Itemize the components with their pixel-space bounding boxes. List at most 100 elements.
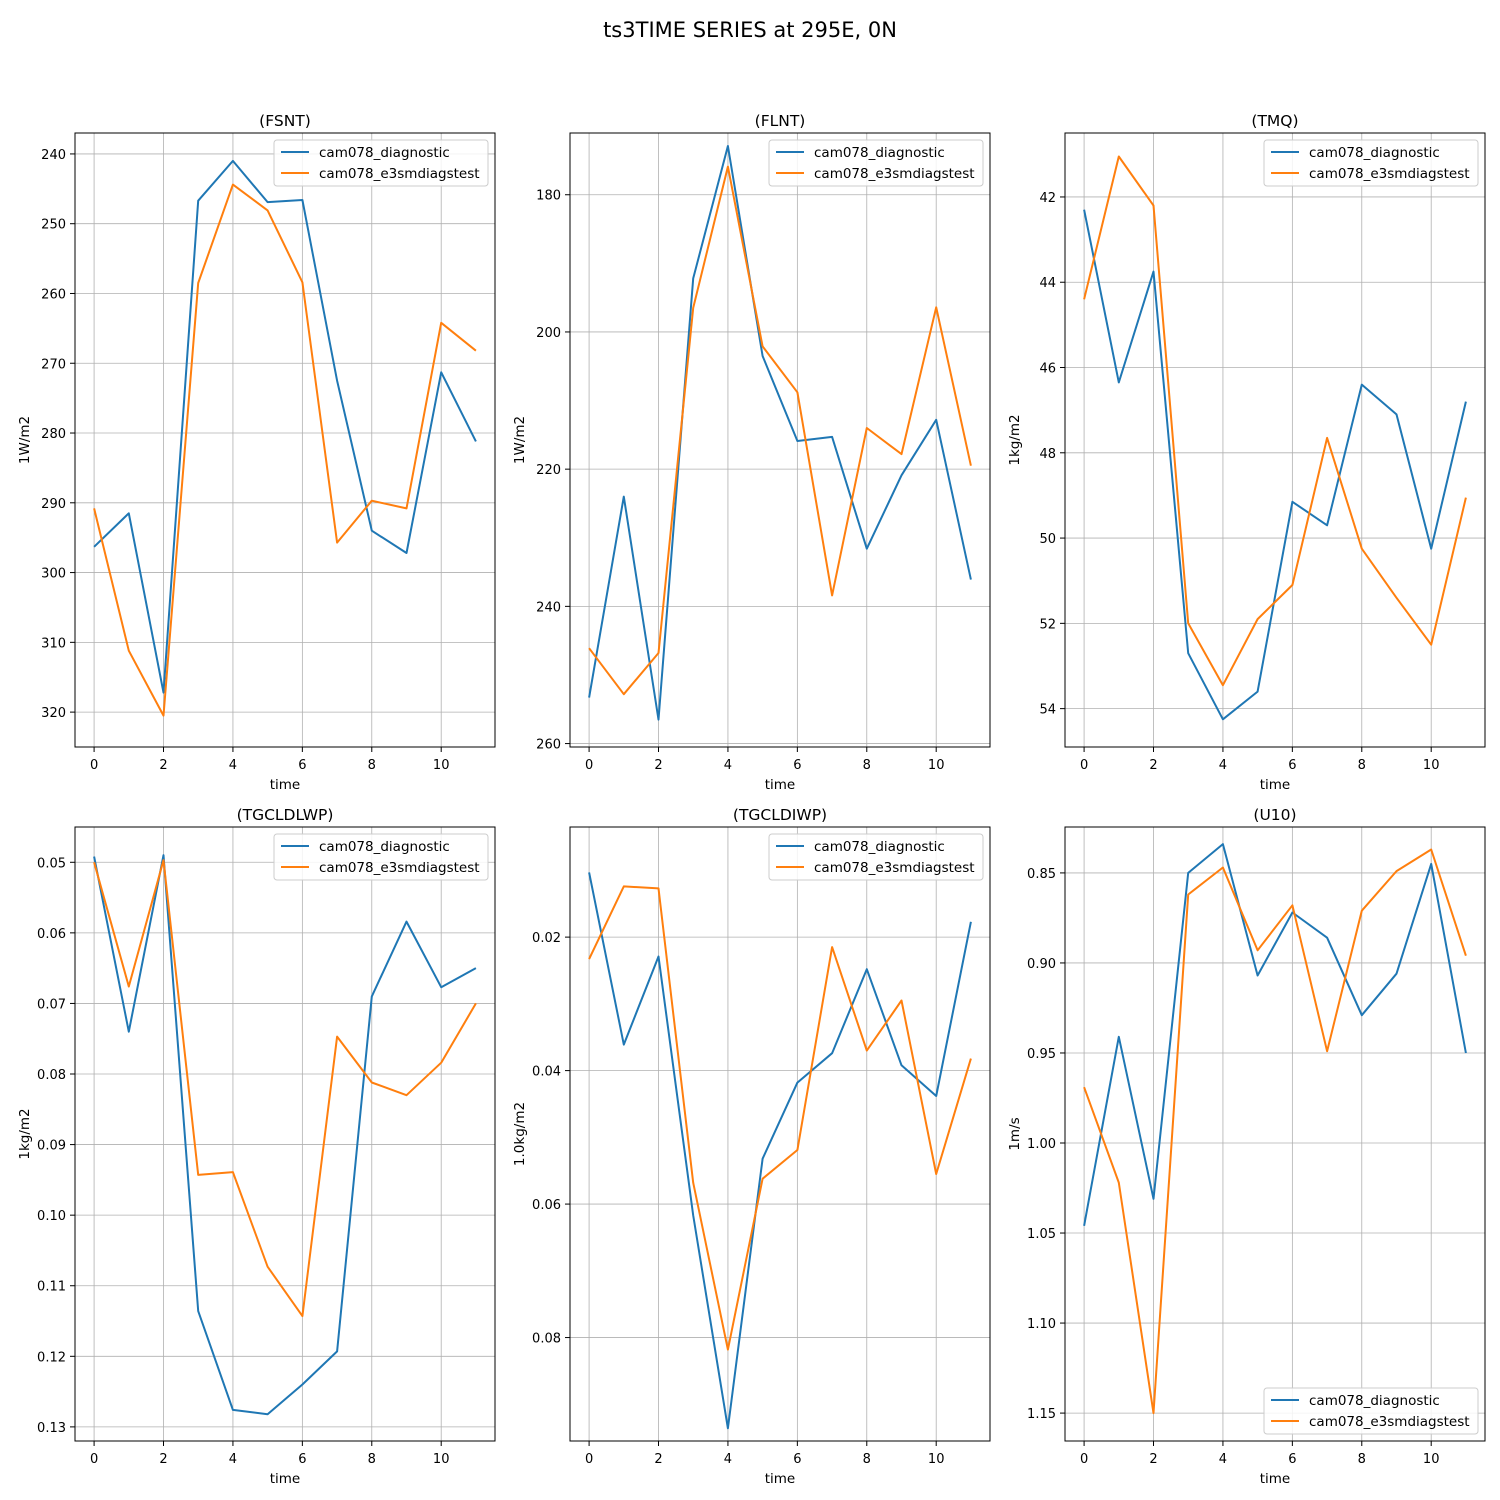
legend-label: cam078_diagnostic xyxy=(814,839,945,855)
y-tick-label: 260 xyxy=(536,738,561,753)
y-tick-label: 240 xyxy=(41,148,66,163)
x-tick-label: 8 xyxy=(1358,758,1366,773)
y-tick-label: 0.13 xyxy=(37,1421,66,1436)
x-tick-label: 4 xyxy=(229,1452,237,1467)
y-axis-label: 1kg/m2 xyxy=(1007,414,1023,465)
x-tick-label: 6 xyxy=(298,758,306,773)
x-tick-label: 4 xyxy=(1219,758,1227,773)
axes-frame xyxy=(569,132,991,748)
figure-suptitle: ts3TIME SERIES at 295E, 0N xyxy=(603,18,897,42)
x-tick-label: 4 xyxy=(724,758,732,773)
series-line-cam078_diagnostic xyxy=(93,159,477,694)
y-tick-label: 0.08 xyxy=(532,1332,561,1347)
x-tick-label: 6 xyxy=(793,1452,801,1467)
x-tick-label: 10 xyxy=(928,758,945,773)
y-tick-label: 42 xyxy=(1039,191,1056,206)
subplot-3: 0 2 4 6 8 1042444648505254(TMQ)time1kg/m2cam0… xyxy=(1007,112,1486,793)
subplot-1: 0 2 4 6 8 10 240 250 260 270 280 290 300 310 320 (FSNT)… xyxy=(17,112,496,793)
x-tick-label: 8 xyxy=(863,1452,871,1467)
subplot-title: (TGCLDIWP) xyxy=(733,806,827,824)
y-tick-label: 54 xyxy=(1039,703,1056,718)
x-tick-label: 2 xyxy=(1149,758,1157,773)
y-tick-label: 1.10 xyxy=(1027,1317,1056,1332)
axes-frame xyxy=(74,826,496,1442)
x-tick-label: 2 xyxy=(654,758,662,773)
x-axis-label: time xyxy=(1260,1471,1291,1487)
series-line-cam078_e3smdiagstest xyxy=(1083,848,1467,1415)
y-tick-label: 0.04 xyxy=(532,1065,561,1080)
x-tick-label: 10 xyxy=(1423,1452,1440,1467)
axes-frame xyxy=(1064,826,1486,1442)
x-tick-label: 4 xyxy=(229,758,237,773)
y-axis-label: 1.0kg/m2 xyxy=(512,1102,528,1166)
y-axis-label: 1W/m2 xyxy=(512,416,528,464)
x-tick-label: 6 xyxy=(1288,1452,1296,1467)
x-axis-label: time xyxy=(765,1471,796,1487)
subplot-title: (FLNT) xyxy=(755,112,806,130)
legend-label: cam078_e3smdiagstest xyxy=(1309,1414,1470,1430)
y-tick-label: 0.90 xyxy=(1027,957,1056,972)
legend-label: cam078_e3smdiagstest xyxy=(814,860,975,876)
y-tick-label: 44 xyxy=(1039,276,1056,291)
legend-label: cam078_diagnostic xyxy=(1309,1393,1440,1409)
legend: cam078_diagnostic cam078_e3smdiagstest xyxy=(273,833,489,881)
legend-label: cam078_e3smdiagstest xyxy=(814,166,975,182)
y-tick-label: 290 xyxy=(41,497,66,512)
subplot-title: (FSNT) xyxy=(259,112,311,130)
y-tick-label: 0.07 xyxy=(37,997,66,1012)
y-tick-label: 0.95 xyxy=(1027,1047,1056,1062)
y-tick-label: 1.05 xyxy=(1027,1227,1056,1242)
x-tick-label: 0 xyxy=(90,758,98,773)
x-tick-label: 0 xyxy=(90,1452,98,1467)
y-tick-label: 0.12 xyxy=(37,1350,66,1365)
axes-background xyxy=(1065,133,1485,747)
y-tick-label: 46 xyxy=(1039,362,1056,377)
subplot-4: 0 2 4 6 8 10 0.05 0.06 0.07 0.08 0.09 0.10 0.11 0.12 0… xyxy=(17,806,496,1487)
y-axis-label: 1kg/m2 xyxy=(17,1108,33,1159)
axes-background xyxy=(1065,827,1485,1441)
legend-box xyxy=(1263,139,1479,187)
y-tick-label: 300 xyxy=(41,567,66,582)
series-line-cam078_e3smdiagstest xyxy=(1083,155,1467,687)
legend-box xyxy=(1263,1387,1479,1435)
y-tick-label: 180 xyxy=(536,189,561,204)
subplot-5: 0 2 4 6 8 10 0.02 0.04 0.06 0.08 (TGCLDIWP) time 1.0… xyxy=(512,806,991,1487)
series-line-cam078_e3smdiagstest xyxy=(588,165,972,696)
y-tick-label: 50 xyxy=(1039,532,1056,547)
axes-background xyxy=(75,133,495,747)
x-tick-label: 8 xyxy=(1358,1452,1366,1467)
legend: cam078_diagnostic cam078_e3smdiagstest xyxy=(1263,139,1479,187)
y-tick-label: 0.06 xyxy=(532,1198,561,1213)
subplot-2: 0 2 4 6 8 10 180 200 220 240 260 (FLNT) time 1W/m2 cam… xyxy=(512,112,991,793)
y-tick-label: 52 xyxy=(1039,617,1056,632)
y-tick-label: 0.11 xyxy=(37,1280,66,1295)
legend-label: cam078_diagnostic xyxy=(1309,145,1440,161)
legend: cam078_diagnostic cam078_e3smdiagstest xyxy=(1263,1387,1479,1435)
legend-box xyxy=(273,833,489,881)
x-tick-label: 10 xyxy=(1423,758,1440,773)
y-axis-label: 1m/s xyxy=(1007,1117,1023,1150)
series-line-cam078_diagnostic xyxy=(588,145,972,721)
y-tick-label: 1.00 xyxy=(1027,1137,1056,1152)
legend-box xyxy=(768,139,984,187)
series-line-cam078_diagnostic xyxy=(1083,843,1467,1226)
x-axis-label: time xyxy=(270,777,301,793)
x-tick-label: 10 xyxy=(928,1452,945,1467)
x-axis-label: time xyxy=(1260,777,1291,793)
legend-label: cam078_diagnostic xyxy=(814,145,945,161)
x-tick-label: 0 xyxy=(585,758,593,773)
x-tick-label: 2 xyxy=(1149,1452,1157,1467)
x-tick-label: 2 xyxy=(159,758,167,773)
x-tick-label: 4 xyxy=(1219,1452,1227,1467)
x-tick-label: 10 xyxy=(433,1452,450,1467)
y-tick-label: 48 xyxy=(1039,447,1056,462)
y-tick-label: 0.09 xyxy=(37,1139,66,1154)
y-tick-label: 200 xyxy=(536,326,561,341)
axes-frame xyxy=(569,826,991,1442)
x-tick-label: 0 xyxy=(1080,758,1088,773)
series-line-cam078_diagnostic xyxy=(1083,209,1467,721)
y-tick-label: 310 xyxy=(41,636,66,651)
legend: cam078_diagnostic cam078_e3smdiagstest xyxy=(273,139,489,187)
y-tick-label: 0.02 xyxy=(532,931,561,946)
axes-background xyxy=(570,133,990,747)
